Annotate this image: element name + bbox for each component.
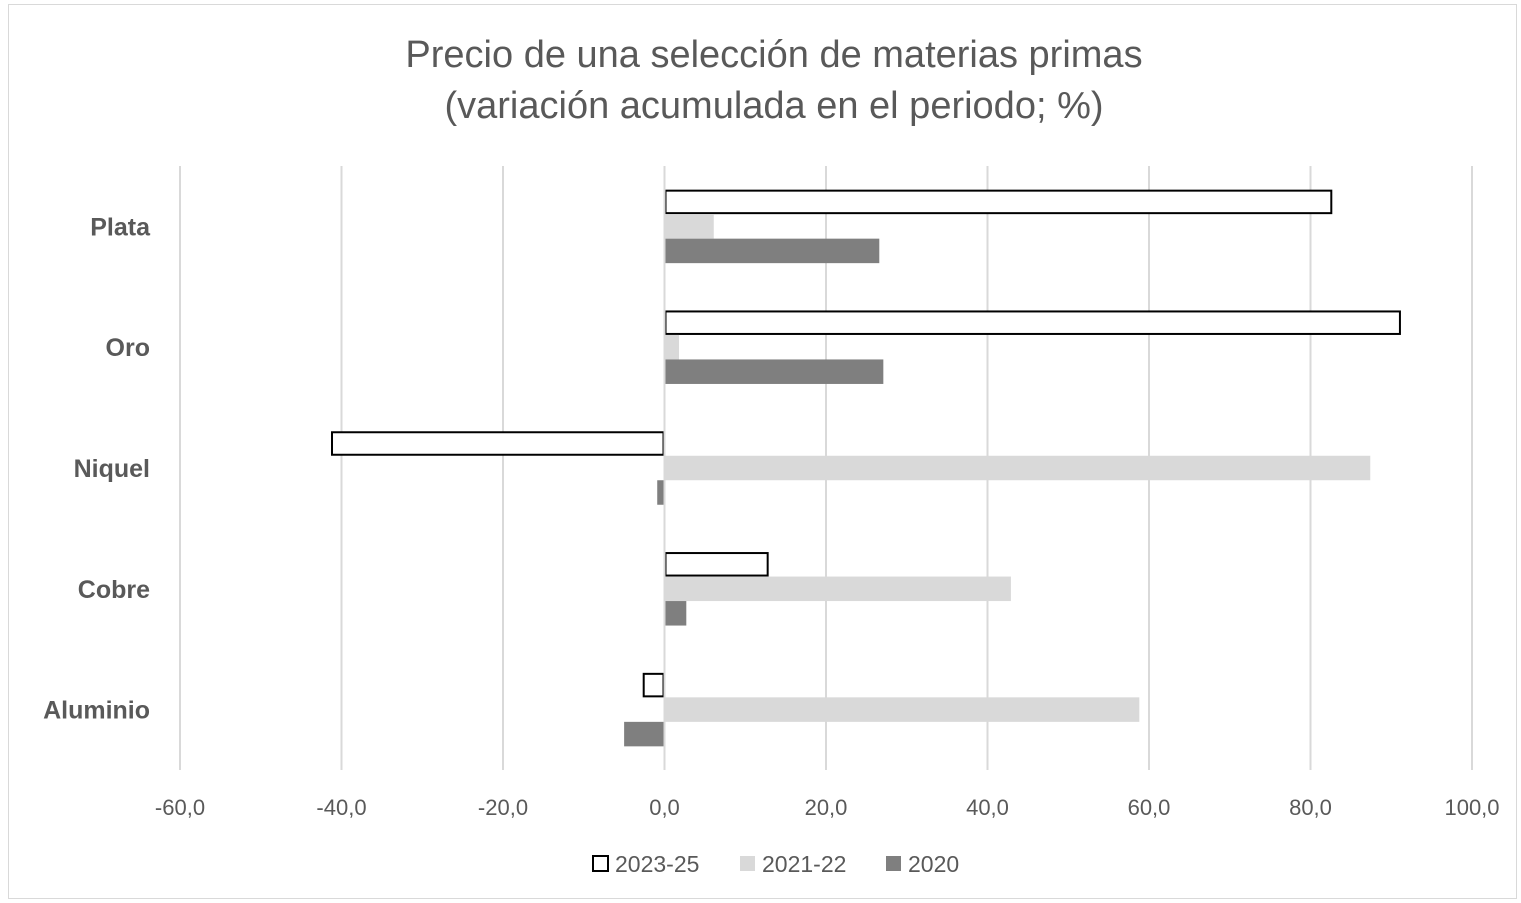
legend-label-2023-25: 2023-25	[615, 851, 699, 877]
x-tick-label-80-0: 80,0	[1289, 795, 1332, 820]
x-tick-label-60-0: 60,0	[1128, 795, 1171, 820]
chart-frame	[8, 4, 1517, 899]
bar-plata-2023-25	[664, 189, 1333, 215]
bar-niquel-2023-25	[331, 431, 665, 456]
chart-title-line-2: (variación acumulada en el periodo; %)	[444, 85, 1103, 127]
bar-oro-2020	[664, 359, 884, 384]
bar-aluminio-2021-22	[664, 697, 1140, 722]
bar-plata-2021-22	[664, 214, 714, 239]
bar-niquel-2020	[657, 480, 665, 505]
bars	[331, 189, 1401, 747]
x-tick-label-60-0: -60,0	[155, 795, 205, 820]
x-tick-label-40-0: -40,0	[316, 795, 366, 820]
legend-label-2020: 2020	[908, 851, 959, 877]
bar-aluminio-2023-25	[642, 672, 665, 698]
x-tick-label-100-0: 100,0	[1444, 795, 1499, 820]
x-tick-label-40-0: 40,0	[966, 795, 1009, 820]
y-tick-label-niquel: Niquel	[74, 455, 150, 483]
legend-swatch-2020	[886, 856, 901, 871]
legend-label-2021-22: 2021-22	[762, 851, 846, 877]
x-tick-label-20-0: -20,0	[478, 795, 528, 820]
y-tick-label-plata: Plata	[90, 213, 151, 241]
bar-cobre-2023-25	[664, 552, 769, 577]
axis-labels: -60,0 -40,0 -20,0 0,0 20,0 40,0 60,0 80,0 100,0 P…	[43, 166, 1500, 820]
x-tick-label-20-0: 20,0	[805, 795, 848, 820]
bar-oro-2023-25	[664, 310, 1401, 335]
legend-swatch-2021-22	[740, 856, 755, 871]
x-tick-label-0-0: 0,0	[649, 795, 680, 820]
bar-oro-2021-22	[664, 334, 680, 360]
y-tick-label-aluminio: Aluminio	[43, 697, 150, 725]
bar-cobre-2020	[664, 601, 687, 626]
bar-plata-2020	[664, 238, 880, 264]
y-tick-label-oro: Oro	[106, 334, 150, 362]
bar-niquel-2021-22	[664, 455, 1371, 481]
legend-swatch-2023-25	[592, 855, 609, 872]
chart-title-line-1: Precio de una selección de materias prim…	[405, 34, 1142, 76]
legend: 2023-25 2021-22 2020	[592, 851, 959, 877]
y-tick-label-cobre: Cobre	[78, 576, 150, 604]
bar-cobre-2021-22	[664, 576, 1011, 602]
bar-aluminio-2020	[624, 721, 665, 747]
